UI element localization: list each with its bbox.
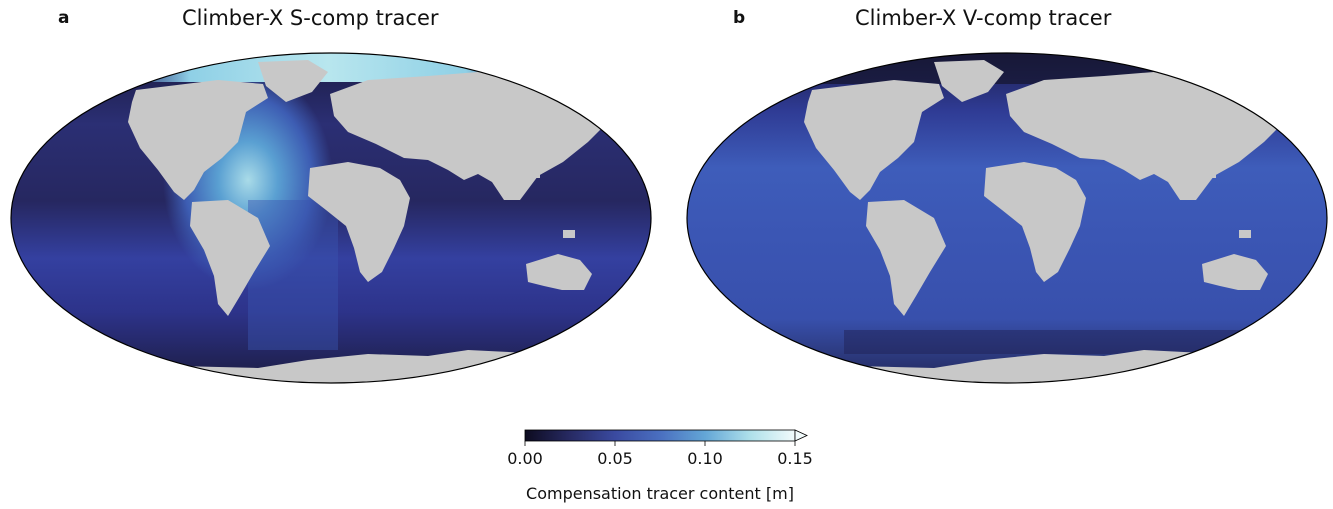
colorbar-tick-label: 0.10 — [687, 449, 723, 468]
colorbar-tick-label: 0.05 — [597, 449, 633, 468]
colorbar-gradient — [524, 429, 796, 442]
panel-b-letter: b — [733, 8, 746, 28]
colorbar-tick-label: 0.15 — [777, 449, 813, 468]
map-b-ocean — [687, 53, 1327, 383]
colorbar-extend-arrow — [794, 429, 808, 442]
colorbar: 0.00 0.05 0.10 0.15 — [507, 429, 813, 468]
colorbar-label: Compensation tracer content [m] — [526, 484, 794, 503]
colorbar-tick-label: 0.00 — [507, 449, 543, 468]
panel-a-title: Climber-X S-comp tracer — [182, 6, 439, 30]
map-s-comp-tracer — [10, 52, 652, 384]
panel-a-letter: a — [58, 8, 70, 28]
panel-b-title: Climber-X V-comp tracer — [855, 6, 1112, 30]
map-v-comp-tracer — [686, 52, 1328, 384]
map-a-ocean — [11, 53, 651, 383]
